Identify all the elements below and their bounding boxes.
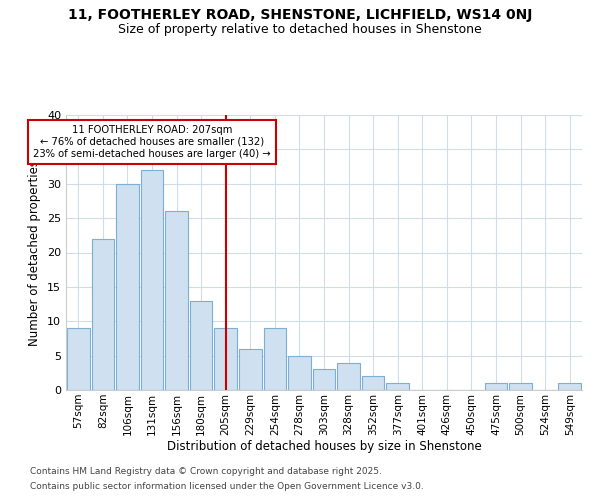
Bar xyxy=(92,239,114,390)
Bar xyxy=(239,349,262,390)
X-axis label: Distribution of detached houses by size in Shenstone: Distribution of detached houses by size … xyxy=(167,440,481,454)
Y-axis label: Number of detached properties: Number of detached properties xyxy=(28,160,41,346)
Text: 11 FOOTHERLEY ROAD: 207sqm
← 76% of detached houses are smaller (132)
23% of sem: 11 FOOTHERLEY ROAD: 207sqm ← 76% of deta… xyxy=(33,126,271,158)
Bar xyxy=(362,376,385,390)
Bar xyxy=(509,383,532,390)
Bar xyxy=(485,383,508,390)
Text: Contains HM Land Registry data © Crown copyright and database right 2025.: Contains HM Land Registry data © Crown c… xyxy=(30,467,382,476)
Bar xyxy=(313,370,335,390)
Bar xyxy=(165,211,188,390)
Bar xyxy=(190,300,212,390)
Text: Contains public sector information licensed under the Open Government Licence v3: Contains public sector information licen… xyxy=(30,482,424,491)
Text: 11, FOOTHERLEY ROAD, SHENSTONE, LICHFIELD, WS14 0NJ: 11, FOOTHERLEY ROAD, SHENSTONE, LICHFIEL… xyxy=(68,8,532,22)
Bar xyxy=(67,328,89,390)
Bar xyxy=(337,362,360,390)
Bar xyxy=(386,383,409,390)
Bar xyxy=(288,356,311,390)
Text: Size of property relative to detached houses in Shenstone: Size of property relative to detached ho… xyxy=(118,22,482,36)
Bar xyxy=(116,184,139,390)
Bar xyxy=(140,170,163,390)
Bar xyxy=(214,328,237,390)
Bar xyxy=(263,328,286,390)
Bar xyxy=(559,383,581,390)
